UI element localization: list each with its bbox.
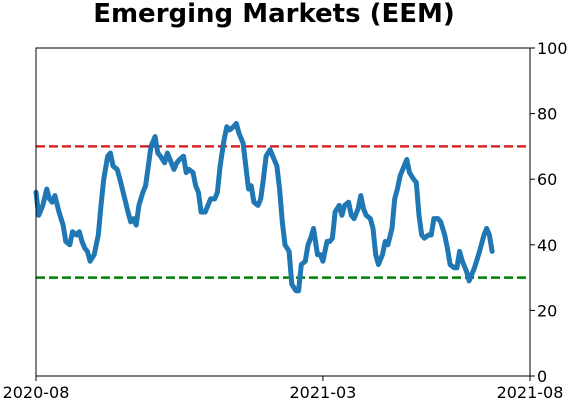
y-tick-label: 0 xyxy=(537,367,547,386)
chart-title: Emerging Markets (EEM) xyxy=(93,0,455,29)
series-line xyxy=(33,120,495,294)
y-tick-label: 40 xyxy=(537,236,557,255)
x-axis: 2020-08 2021-03 2021-08 xyxy=(3,376,564,402)
x-tick-label: 2021-08 xyxy=(497,383,564,402)
series-layer xyxy=(33,120,495,294)
x-tick-label: 2020-08 xyxy=(3,383,70,402)
y-tick-label: 20 xyxy=(537,301,557,320)
reference-lines xyxy=(36,145,530,279)
y-tick-label: 80 xyxy=(537,105,557,124)
plot-frame xyxy=(35,47,531,377)
y-tick-label: 100 xyxy=(537,39,568,58)
x-tick-label: 2021-03 xyxy=(289,383,356,402)
y-axis: 0 20 40 60 80 100 xyxy=(530,39,568,386)
y-tick-label: 60 xyxy=(537,170,557,189)
